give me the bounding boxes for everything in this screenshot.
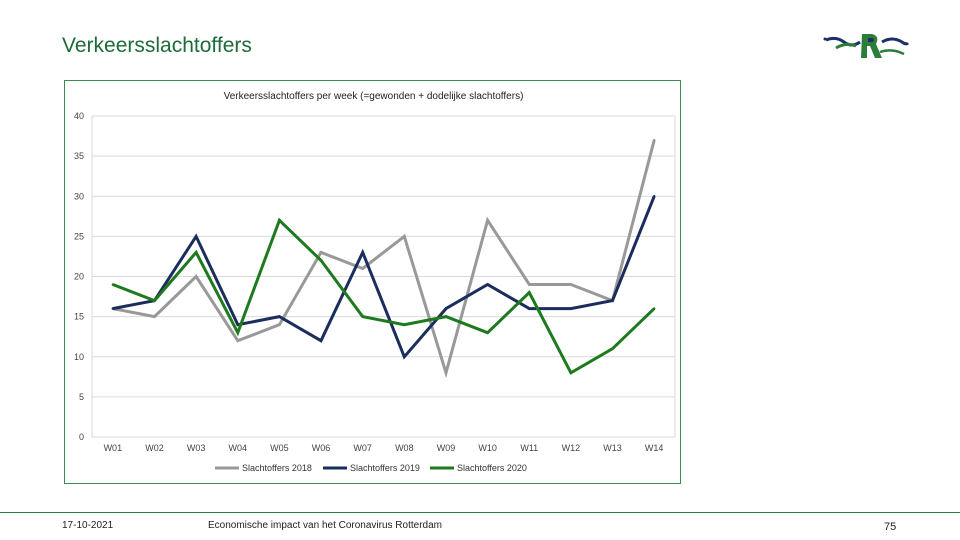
data-point bbox=[444, 315, 448, 318]
x-tick-label: W04 bbox=[228, 443, 247, 453]
data-point bbox=[444, 371, 448, 374]
page-number: 75 bbox=[884, 521, 897, 533]
x-tick-label: W08 bbox=[395, 443, 414, 453]
chart-frame: Verkeersslachtoffers per week (=gewonden… bbox=[64, 80, 681, 484]
data-point bbox=[652, 307, 656, 310]
legend-label: Slachtoffers 2019 bbox=[350, 463, 420, 473]
data-point bbox=[611, 347, 614, 350]
y-tick-label: 30 bbox=[74, 191, 84, 201]
line-chart: 0 5 10 15 20 25 30 35 40 W01 W02 W03 W04 W05 W06 W07 W08… bbox=[74, 111, 676, 473]
y-tick-label: 5 bbox=[79, 392, 84, 402]
y-tick-label: 20 bbox=[74, 272, 84, 282]
y-tick-label: 10 bbox=[74, 352, 84, 362]
data-point bbox=[528, 307, 531, 310]
data-point bbox=[319, 259, 323, 262]
footer-presentation-title: Economische impact van het Coronavirus R… bbox=[208, 520, 442, 531]
data-point bbox=[319, 251, 323, 254]
x-tick-label: W10 bbox=[478, 443, 497, 453]
data-point bbox=[652, 138, 656, 142]
data-point bbox=[403, 355, 406, 358]
y-tick-label: 35 bbox=[74, 151, 84, 161]
data-point bbox=[153, 315, 156, 318]
y-tick-label: 40 bbox=[74, 111, 84, 121]
data-point bbox=[111, 307, 115, 310]
footer-date: 17-10-2021 bbox=[62, 520, 114, 531]
y-tick-label: 0 bbox=[79, 432, 84, 442]
data-point bbox=[361, 315, 364, 318]
x-tick-label: W07 bbox=[353, 443, 372, 453]
data-point bbox=[569, 371, 573, 374]
data-point bbox=[194, 251, 198, 254]
data-point bbox=[486, 331, 489, 334]
data-point bbox=[111, 283, 115, 286]
data-point bbox=[194, 275, 198, 278]
data-point bbox=[194, 235, 198, 238]
x-tick-label: W03 bbox=[187, 443, 206, 453]
data-point bbox=[569, 307, 573, 310]
data-point bbox=[569, 283, 573, 286]
data-point bbox=[403, 323, 406, 326]
x-tick-label: W06 bbox=[312, 443, 331, 453]
x-tick-label: W02 bbox=[145, 443, 164, 453]
x-tick-label: W01 bbox=[104, 443, 123, 453]
data-point bbox=[278, 323, 281, 326]
data-point bbox=[611, 299, 614, 302]
legend-label: Slachtoffers 2018 bbox=[242, 463, 312, 473]
series-line-3 bbox=[112, 217, 656, 375]
data-point bbox=[361, 267, 364, 270]
data-point bbox=[278, 219, 281, 222]
data-point bbox=[153, 299, 156, 302]
data-point bbox=[236, 323, 239, 326]
data-point bbox=[528, 283, 531, 286]
y-tick-label: 15 bbox=[74, 312, 84, 322]
chart-title: Verkeersslachtoffers per week (=gewonden… bbox=[223, 91, 524, 102]
y-tick-label: 25 bbox=[74, 231, 84, 241]
x-tick-label: W14 bbox=[645, 443, 664, 453]
x-tick-label: W13 bbox=[603, 443, 622, 453]
data-point bbox=[361, 251, 364, 254]
rotterdam-lion-logo-icon bbox=[823, 34, 910, 58]
x-tick-label: W11 bbox=[520, 443, 538, 453]
series-line-2 bbox=[112, 195, 656, 360]
data-point bbox=[403, 235, 406, 238]
data-point bbox=[528, 291, 531, 294]
data-point bbox=[278, 315, 281, 318]
data-point bbox=[652, 195, 656, 198]
data-point bbox=[236, 331, 239, 334]
data-point bbox=[236, 339, 239, 342]
data-point bbox=[486, 219, 489, 222]
x-tick-label: W09 bbox=[437, 443, 456, 453]
slide-title: Verkeersslachtoffers bbox=[62, 34, 252, 57]
data-point bbox=[444, 307, 448, 310]
data-point bbox=[486, 283, 489, 286]
data-point bbox=[319, 339, 323, 342]
x-tick-label: W05 bbox=[270, 443, 289, 453]
footer-divider bbox=[0, 512, 960, 513]
legend-label: Slachtoffers 2020 bbox=[457, 463, 527, 473]
series-line-1 bbox=[112, 139, 656, 379]
x-tick-label: W12 bbox=[562, 443, 581, 453]
